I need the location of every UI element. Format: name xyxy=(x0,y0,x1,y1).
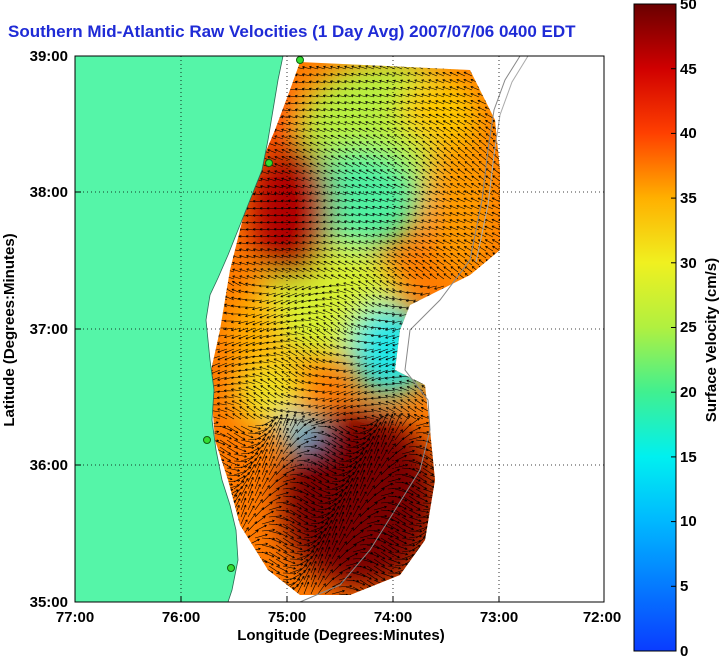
x-tick-label: 76:00 xyxy=(162,609,200,626)
colorbar-tick-label: 25 xyxy=(680,319,697,336)
x-tick-label: 77:00 xyxy=(56,609,94,626)
x-tick-label: 74:00 xyxy=(374,609,412,626)
y-tick-label: 39:00 xyxy=(30,48,68,65)
y-axis-label: Latitude (Degrees:Minutes) xyxy=(1,233,18,426)
y-tick-label: 36:00 xyxy=(30,457,68,474)
colorbar-tick-label: 45 xyxy=(680,61,697,78)
y-tick-label: 38:00 xyxy=(30,184,68,201)
map-title: Southern Mid-Atlantic Raw Velocities (1 … xyxy=(8,22,576,41)
colorbar-tick-label: 40 xyxy=(680,125,697,142)
colorbar xyxy=(633,3,677,652)
colorbar-tick-label: 30 xyxy=(680,255,697,272)
x-tick-label: 73:00 xyxy=(480,609,518,626)
radar-sites xyxy=(203,56,304,572)
y-tick-label: 37:00 xyxy=(30,321,68,338)
bathymetry-contour-2 xyxy=(475,56,529,263)
colorbar-tick-label: 10 xyxy=(680,513,697,530)
colorbar-tick-label: 5 xyxy=(680,578,688,595)
bathymetry-contour xyxy=(299,56,521,602)
x-axis-label: Longitude (Degrees:Minutes) xyxy=(237,627,445,644)
y-tick-label: 35:00 xyxy=(30,594,68,611)
colorbar-label: Surface Velocity (cm/s) xyxy=(703,258,720,422)
colorbar-tick-labels: 50 45 40 35 30 25 20 15 10 5 0 xyxy=(680,0,697,659)
x-tick-labels: 77:00 76:00 75:00 74:00 73:00 72:00 xyxy=(56,609,621,626)
colorbar-tick-label: 20 xyxy=(680,384,697,401)
colorbar-tick-label: 50 xyxy=(680,0,697,13)
tick-marks xyxy=(74,55,605,603)
y-tick-labels: 39:00 38:00 37:00 36:00 35:00 xyxy=(30,48,68,611)
colorbar-ticks xyxy=(671,3,676,652)
x-tick-label: 75:00 xyxy=(268,609,306,626)
colorbar-tick-label: 15 xyxy=(680,449,697,466)
x-tick-label: 72:00 xyxy=(583,609,621,626)
colorbar-tick-label: 0 xyxy=(680,643,688,659)
colorbar-tick-label: 35 xyxy=(680,190,697,207)
grid xyxy=(75,56,604,602)
